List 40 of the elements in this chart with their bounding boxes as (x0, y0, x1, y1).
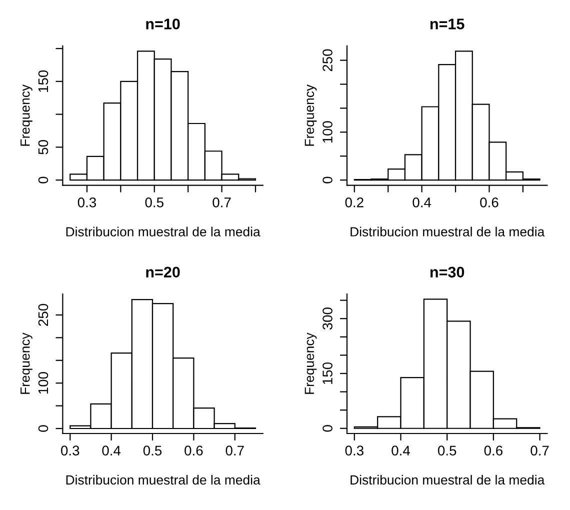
y-tick-label: 150 (322, 362, 332, 384)
x-tick-label: 0.6 (484, 446, 502, 456)
x-tick-label: 0.5 (438, 446, 456, 456)
y-tick-label: 50 (38, 140, 48, 154)
x-axis-title: Distribucion muestral de la media (66, 474, 260, 485)
y-tick-label: 0 (38, 425, 48, 432)
y-tick-label: 0 (322, 425, 332, 432)
x-tick-label: 0.7 (212, 197, 231, 208)
x-tick-label: 0.7 (530, 446, 549, 456)
x-tick-label: 0.5 (145, 197, 164, 208)
chart-title: n=10 (146, 18, 180, 30)
y-axis-title: Frequency (304, 332, 317, 394)
y-axis-title: Frequency (304, 84, 317, 146)
x-tick-label: 0.3 (61, 446, 80, 456)
x-tick-label: 0.3 (345, 446, 364, 456)
y-tick-label: 0 (38, 176, 48, 184)
chart-title: n=30 (430, 266, 464, 278)
y-tick-label: 150 (38, 70, 48, 92)
x-tick-label: 0.3 (78, 197, 96, 208)
y-axis-title: Frequency (20, 84, 32, 146)
x-tick-label: 0.6 (184, 446, 203, 456)
y-tick-label: 0 (322, 176, 332, 184)
x-axis-title: Distribucion muestral de la media (350, 226, 545, 236)
x-tick-label: 0.4 (412, 197, 432, 208)
y-tick-label: 250 (38, 304, 48, 326)
chart-title: n=20 (146, 266, 180, 278)
y-tick-label: 100 (38, 372, 48, 394)
y-axis-title: Frequency (20, 332, 32, 394)
x-tick-label: 0.6 (480, 197, 498, 208)
x-tick-label: 0.7 (226, 446, 244, 456)
x-axis-title: Distribucion muestral de la media (350, 474, 545, 485)
x-tick-label: 0.5 (143, 446, 162, 456)
y-tick-label: 100 (322, 121, 332, 143)
x-axis-title: Distribucion muestral de la media (66, 226, 260, 236)
y-tick-label: 250 (322, 49, 332, 72)
x-tick-label: 0.4 (392, 446, 410, 456)
x-tick-label: 0.2 (345, 197, 364, 208)
chart-title: n=15 (430, 18, 464, 30)
x-tick-label: 0.4 (102, 446, 121, 456)
y-tick-label: 300 (322, 308, 332, 330)
